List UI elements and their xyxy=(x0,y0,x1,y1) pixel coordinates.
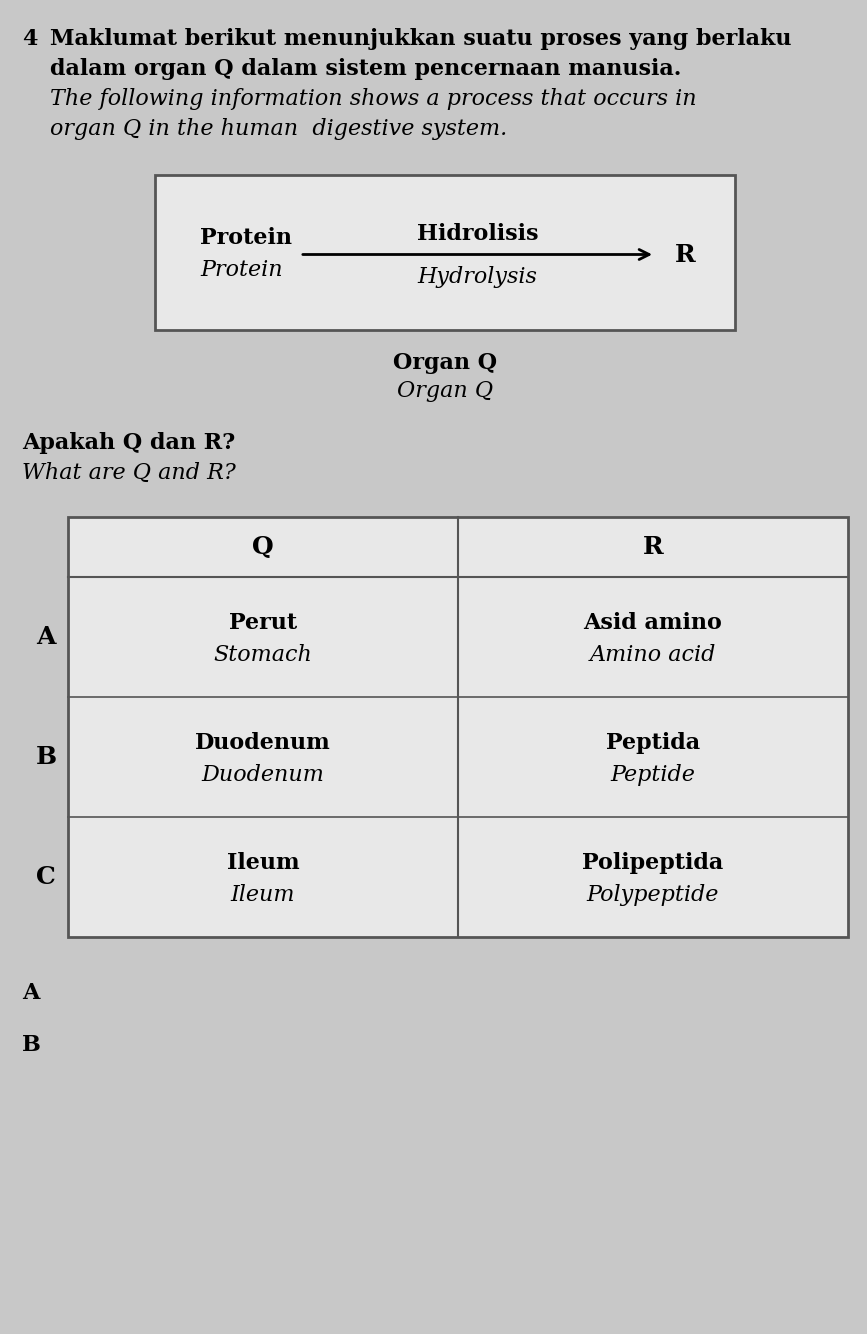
Bar xyxy=(155,175,735,329)
Text: What are Q and R?: What are Q and R? xyxy=(22,462,236,484)
Text: Amino acid: Amino acid xyxy=(590,644,716,666)
Text: Apakah Q dan R?: Apakah Q dan R? xyxy=(22,432,235,454)
Text: Protein: Protein xyxy=(200,227,292,248)
Text: Hidrolisis: Hidrolisis xyxy=(417,224,538,245)
Text: Duodenum: Duodenum xyxy=(195,732,331,754)
Text: Protein: Protein xyxy=(200,260,283,281)
Text: Ileum: Ileum xyxy=(226,852,299,874)
Text: Perut: Perut xyxy=(229,612,297,634)
Text: Hydrolysis: Hydrolysis xyxy=(418,265,538,288)
Text: Stomach: Stomach xyxy=(213,644,312,666)
Text: Polypeptide: Polypeptide xyxy=(587,884,720,906)
Text: C: C xyxy=(36,864,56,888)
Text: Peptide: Peptide xyxy=(610,764,695,786)
Text: A: A xyxy=(22,982,39,1005)
Bar xyxy=(68,518,848,936)
Text: 4: 4 xyxy=(22,28,37,49)
Text: Duodenum: Duodenum xyxy=(201,764,324,786)
Text: Maklumat berikut menunjukkan suatu proses yang berlaku: Maklumat berikut menunjukkan suatu prose… xyxy=(50,28,792,49)
Text: Peptida: Peptida xyxy=(606,732,700,754)
Text: Organ Q: Organ Q xyxy=(397,380,493,402)
Text: Q: Q xyxy=(252,535,274,559)
Text: R: R xyxy=(675,243,695,267)
Text: R: R xyxy=(642,535,663,559)
Text: Ileum: Ileum xyxy=(231,884,296,906)
Text: B: B xyxy=(36,744,56,768)
Text: dalam organ Q dalam sistem pencernaan manusia.: dalam organ Q dalam sistem pencernaan ma… xyxy=(50,57,681,80)
Text: Asid amino: Asid amino xyxy=(583,612,722,634)
Text: Polipeptida: Polipeptida xyxy=(583,852,724,874)
Text: Organ Q: Organ Q xyxy=(393,352,497,374)
Text: The following information shows a process that occurs in: The following information shows a proces… xyxy=(50,88,696,109)
Text: B: B xyxy=(22,1034,41,1057)
Text: organ Q in the human  digestive system.: organ Q in the human digestive system. xyxy=(50,117,507,140)
Text: A: A xyxy=(36,626,55,650)
